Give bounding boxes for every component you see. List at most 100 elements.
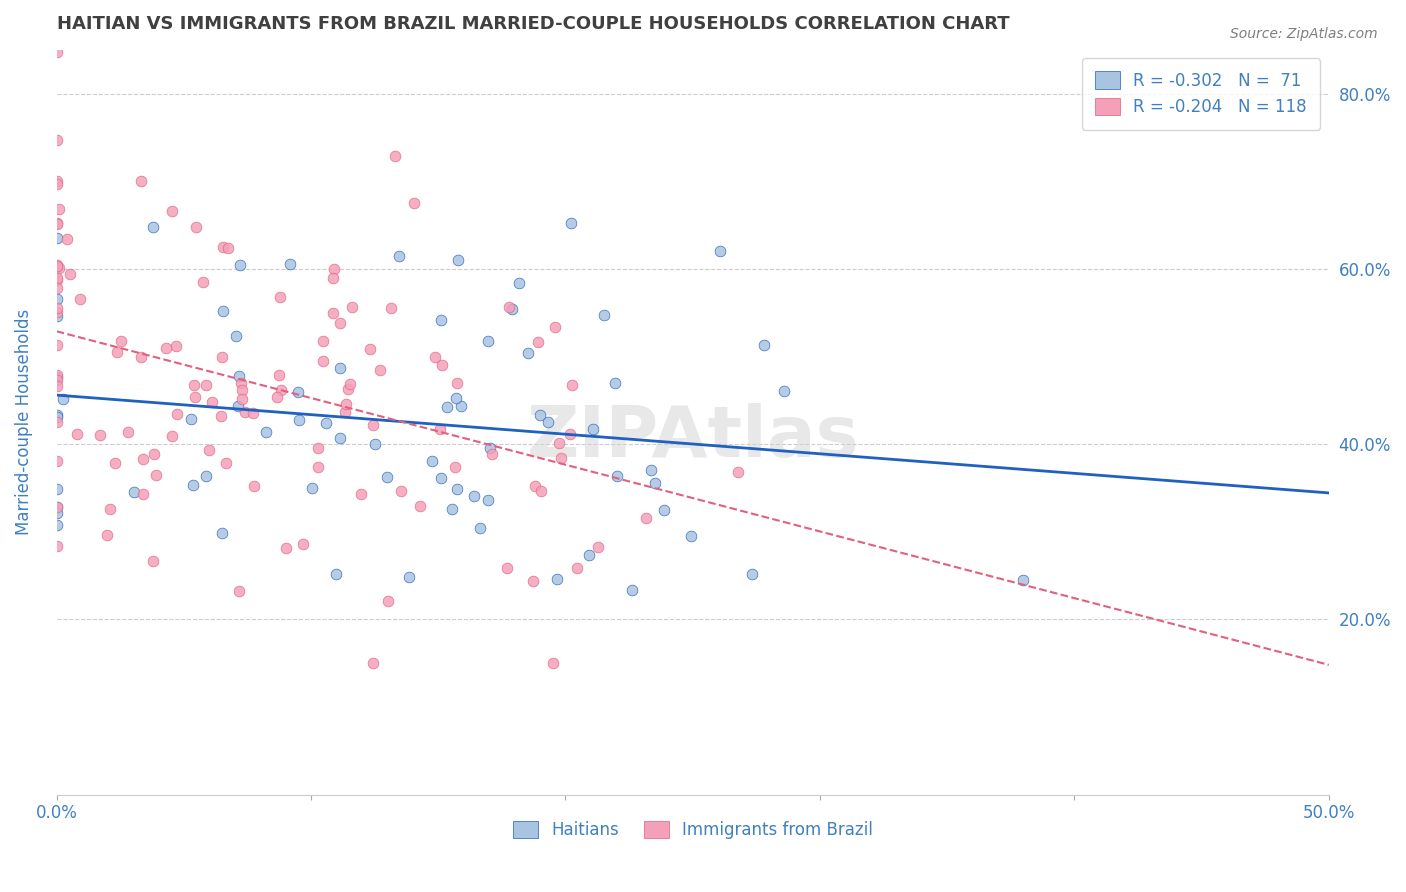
Point: [364, 436, 387, 450]
Point: [142, 447, 165, 461]
Point: [329, 360, 352, 375]
Point: [524, 479, 547, 493]
Point: [231, 392, 253, 407]
Point: [312, 334, 335, 349]
Point: [361, 657, 384, 671]
Point: [516, 346, 538, 360]
Point: [522, 574, 544, 589]
Point: [145, 468, 167, 483]
Point: [709, 244, 731, 258]
Point: [541, 657, 564, 671]
Point: [501, 301, 523, 316]
Point: [122, 484, 145, 499]
Point: [166, 407, 188, 421]
Point: [388, 249, 411, 263]
Point: [233, 405, 256, 419]
Point: [52, 392, 75, 406]
Point: [45, 301, 67, 315]
Point: [423, 350, 446, 364]
Point: [567, 561, 589, 575]
Point: [368, 362, 391, 376]
Point: [441, 502, 464, 516]
Point: [212, 240, 235, 254]
Point: [558, 426, 581, 441]
Point: [228, 584, 250, 599]
Point: [269, 368, 291, 382]
Point: [444, 459, 467, 474]
Text: Source: ZipAtlas.com: Source: ZipAtlas.com: [1230, 27, 1378, 41]
Point: [198, 443, 221, 458]
Point: [45, 539, 67, 553]
Point: [586, 540, 609, 554]
Point: [389, 483, 412, 498]
Point: [375, 470, 398, 484]
Point: [652, 502, 675, 516]
Point: [477, 492, 499, 507]
Point: [45, 231, 67, 245]
Point: [333, 405, 356, 419]
Point: [56, 232, 79, 246]
Point: [45, 271, 67, 285]
Point: [278, 257, 301, 271]
Point: [46, 373, 69, 387]
Point: [211, 350, 233, 364]
Point: [269, 289, 291, 303]
Point: [384, 148, 406, 162]
Point: [287, 384, 309, 399]
Point: [339, 376, 361, 391]
Point: [155, 341, 177, 355]
Point: [470, 521, 492, 535]
Point: [447, 252, 470, 267]
Point: [117, 425, 139, 439]
Point: [231, 376, 253, 390]
Y-axis label: Married-couple Households: Married-couple Households: [15, 310, 32, 535]
Point: [66, 427, 89, 442]
Point: [45, 304, 67, 318]
Point: [45, 45, 67, 59]
Point: [404, 196, 426, 211]
Point: [45, 370, 67, 384]
Point: [640, 463, 662, 477]
Point: [479, 442, 502, 456]
Point: [45, 260, 67, 274]
Point: [605, 376, 627, 390]
Point: [636, 511, 658, 525]
Point: [361, 417, 384, 432]
Point: [45, 273, 67, 287]
Point: [89, 428, 111, 442]
Point: [209, 409, 232, 423]
Point: [546, 572, 568, 586]
Point: [45, 258, 67, 272]
Point: [104, 456, 127, 470]
Point: [380, 301, 402, 315]
Point: [180, 411, 202, 425]
Point: [772, 384, 794, 398]
Point: [329, 431, 352, 445]
Point: [430, 471, 453, 485]
Point: [45, 280, 67, 294]
Point: [578, 549, 600, 563]
Point: [194, 469, 217, 483]
Point: [537, 415, 560, 429]
Point: [191, 276, 214, 290]
Point: [69, 292, 91, 306]
Point: [315, 417, 337, 431]
Point: [229, 259, 252, 273]
Point: [45, 133, 67, 147]
Point: [322, 271, 344, 285]
Point: [1012, 574, 1035, 588]
Point: [184, 390, 207, 404]
Point: [335, 397, 357, 411]
Point: [527, 334, 550, 349]
Point: [132, 487, 155, 501]
Point: [142, 554, 165, 568]
Point: [242, 406, 264, 420]
Point: [301, 481, 323, 495]
Point: [560, 216, 582, 230]
Point: [107, 344, 129, 359]
Point: [165, 339, 187, 353]
Point: [359, 342, 381, 356]
Point: [212, 304, 235, 318]
Point: [481, 446, 503, 460]
Point: [45, 483, 67, 497]
